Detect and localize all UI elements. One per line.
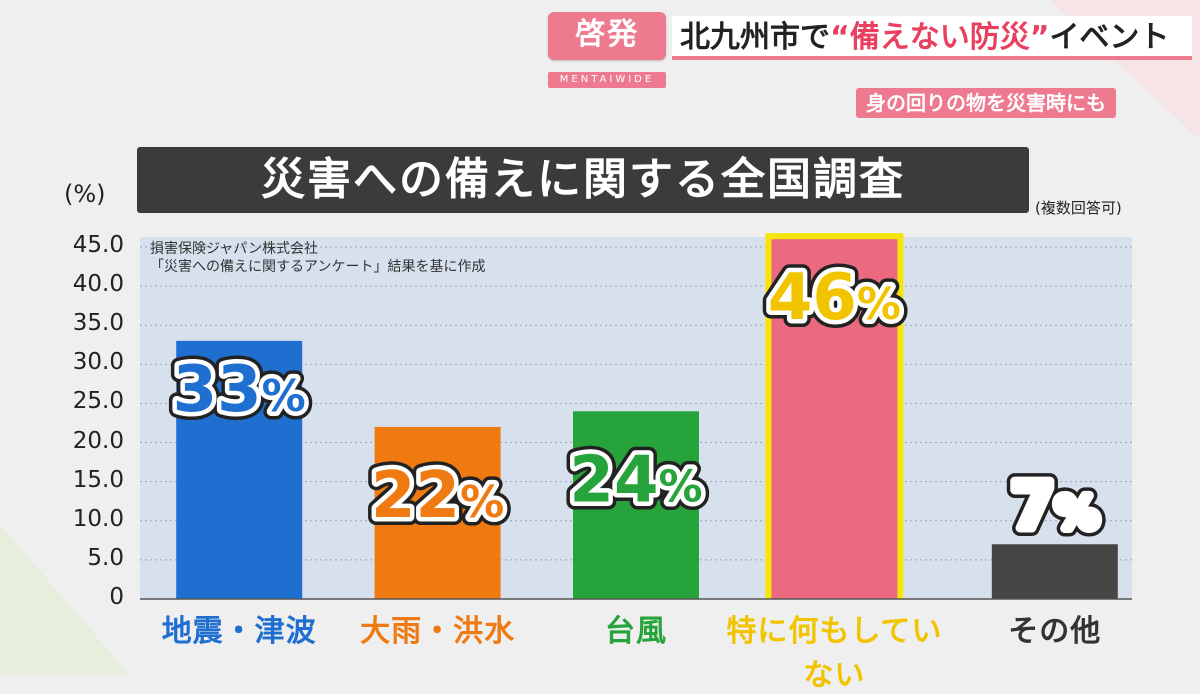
program-logo: MENTAIWIDE — [548, 72, 666, 88]
value-label: 33% — [173, 353, 306, 427]
value-label: 24% — [569, 443, 702, 517]
y-axis-unit: (%) — [64, 180, 106, 208]
headline-accent: “備えない防災” — [830, 20, 1050, 55]
y-tick-label: 5.0 — [87, 544, 124, 571]
value-label: 24% — [569, 443, 702, 517]
source-line-2: 「災害への備えに関するアンケート」結果を基に作成 — [150, 259, 486, 275]
topic-badge: 啓発 — [548, 12, 666, 60]
y-tick-label: 40.0 — [72, 271, 124, 298]
value-label: 22% — [371, 459, 504, 533]
source-line-1: 損害保険ジャパン株式会社 — [150, 241, 318, 257]
y-tick-label: 35.0 — [72, 310, 124, 337]
y-tick-label: 25.0 — [72, 388, 124, 415]
headline-prefix: 北九州市で — [680, 20, 830, 55]
value-label: 22% — [371, 459, 504, 533]
headline: 北九州市で“備えない防災”イベント — [672, 16, 1192, 60]
background-corner-left — [0, 525, 130, 675]
x-category-label: 台風 — [605, 614, 667, 649]
value-label: 46% — [768, 261, 901, 335]
value-label: 24% — [569, 443, 702, 517]
y-tick-label: 15.0 — [72, 466, 124, 493]
bar — [374, 426, 501, 599]
source-note: 損害保険ジャパン株式会社 「災害への備えに関するアンケート」結果を基に作成 — [150, 240, 485, 276]
value-label: 7% — [1010, 470, 1099, 544]
y-tick-label: 20.0 — [72, 427, 124, 454]
value-label: 7% — [1010, 470, 1099, 544]
bar-chart: 33%33%33%22%22%22% 24%24%24%46%46%46%7%7%… — [140, 233, 1132, 600]
multiple-answer-note: (複数回答可) — [1035, 199, 1122, 217]
value-label: 7% — [1010, 470, 1099, 544]
bar — [573, 411, 699, 599]
value-label: 33% — [173, 353, 306, 427]
headline-suffix: イベント — [1049, 20, 1170, 55]
x-category-label: 大雨・洪水 — [360, 614, 516, 649]
sub-headline: 身の回りの物を災害時にも — [856, 88, 1116, 118]
y-tick-label: 45.0 — [72, 232, 124, 258]
x-category-label: 地震・津波 — [161, 614, 317, 649]
x-category-label: その他 — [1008, 614, 1102, 649]
chart-title: 災害への備えに関する全国調査 — [137, 147, 1029, 213]
bar — [176, 340, 303, 599]
bar — [991, 544, 1118, 599]
y-tick-label: 10.0 — [72, 505, 124, 532]
value-label: 46% — [768, 261, 901, 335]
y-tick-label: 0 — [109, 584, 124, 610]
bar — [771, 239, 898, 599]
y-tick-label: 30.0 — [72, 349, 124, 376]
value-label: 22% — [371, 459, 504, 533]
value-label: 33% — [173, 353, 306, 427]
value-label: 46% — [768, 261, 901, 335]
